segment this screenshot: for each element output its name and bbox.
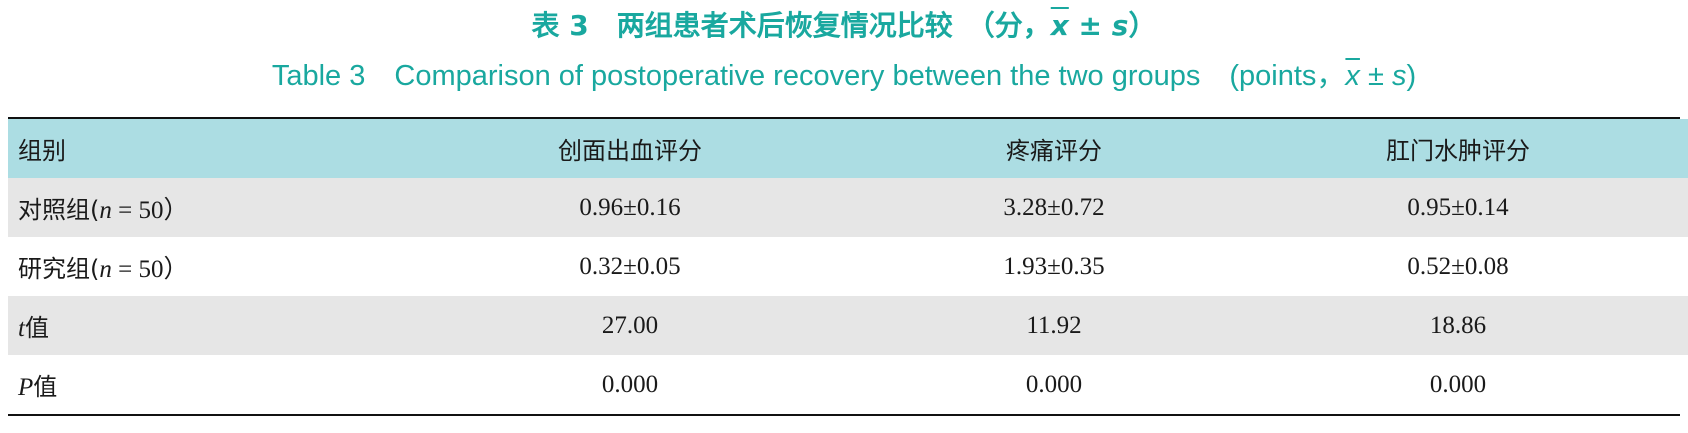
header-pain-score: 疼痛评分 xyxy=(1006,137,1102,165)
cell-control-pain: 3.28±0.72 xyxy=(1003,193,1105,221)
cell-p-edema: 0.000 xyxy=(1429,370,1487,398)
control-n-symbol: n xyxy=(99,196,112,224)
cell-study-bleeding: 0.32±0.05 xyxy=(579,252,681,280)
header-anal-edema-score: 肛门水肿评分 xyxy=(1386,137,1530,165)
data-table-container: 组别 创面出血评分 疼痛评分 肛门水肿评分 对照组(n = 50） 0.96±0… xyxy=(8,117,1688,416)
header-wound-bleeding-score: 创面出血评分 xyxy=(558,137,702,165)
cell-t-edema: 18.86 xyxy=(1429,311,1487,339)
control-n-value: = 50） xyxy=(111,196,189,224)
p-label: 值 xyxy=(33,373,58,401)
cell-p-bleeding: 0.000 xyxy=(601,370,659,398)
row-label-study: 研究组(n = 50） xyxy=(8,237,378,296)
title-en-suffix: ) xyxy=(1406,60,1417,92)
t-label: 值 xyxy=(24,314,49,342)
p-symbol: P xyxy=(18,374,34,401)
title-en-plus-minus: ± xyxy=(1359,60,1392,92)
cell-t-pain: 11.92 xyxy=(1026,311,1082,339)
t-symbol: t xyxy=(18,315,25,342)
table-title-chinese: 表 3 两组患者术后恢复情况比较 （分，x ± s） xyxy=(0,4,1688,48)
cell-t-bleeding: 27.00 xyxy=(601,311,659,339)
study-n-symbol: n xyxy=(99,255,112,283)
row-label-control: 对照组(n = 50） xyxy=(8,178,378,237)
table-top-rule xyxy=(8,117,1680,119)
cell-control-edema: 0.95±0.14 xyxy=(1407,193,1509,221)
title-cn-prefix: 表 3 两组患者术后恢复情况比较 （分， xyxy=(531,9,1051,42)
control-group-name: 对照组( xyxy=(18,195,100,224)
title-en-prefix: Table 3 Comparison of postoperative reco… xyxy=(271,60,1346,92)
cell-study-pain: 1.93±0.35 xyxy=(1003,252,1105,280)
table-row-control-group: 对照组(n = 50） 0.96±0.16 3.28±0.72 0.95±0.1… xyxy=(8,178,1688,237)
row-label-t: t值 xyxy=(8,296,378,355)
header-group: 组别 xyxy=(18,137,66,165)
study-n-value: = 50） xyxy=(111,255,189,283)
table-row-p-value: P值 0.000 0.000 0.000 xyxy=(8,355,1688,414)
cell-study-edema: 0.52±0.08 xyxy=(1407,252,1509,280)
table-header-row: 组别 创面出血评分 疼痛评分 肛门水肿评分 xyxy=(8,119,1688,178)
title-cn-suffix: ） xyxy=(1128,9,1157,42)
table-row-t-value: t值 27.00 11.92 18.86 xyxy=(8,296,1688,355)
study-group-name: 研究组( xyxy=(18,254,100,283)
table-bottom-rule xyxy=(8,414,1680,416)
title-en-mean-symbol: x xyxy=(1345,60,1360,92)
title-cn-sd-symbol: s xyxy=(1111,9,1129,42)
cell-p-pain: 0.000 xyxy=(1025,370,1083,398)
data-table: 组别 创面出血评分 疼痛评分 肛门水肿评分 对照组(n = 50） 0.96±0… xyxy=(8,119,1688,414)
title-cn-mean-symbol: x xyxy=(1050,9,1069,42)
table-row-study-group: 研究组(n = 50） 0.32±0.05 1.93±0.35 0.52±0.0… xyxy=(8,237,1688,296)
table-title-english: Table 3 Comparison of postoperative reco… xyxy=(0,54,1688,98)
cell-control-bleeding: 0.96±0.16 xyxy=(579,193,681,221)
row-label-p: P值 xyxy=(8,355,378,414)
title-en-sd-symbol: s xyxy=(1391,60,1407,92)
title-cn-plus-minus: ± xyxy=(1068,9,1112,42)
